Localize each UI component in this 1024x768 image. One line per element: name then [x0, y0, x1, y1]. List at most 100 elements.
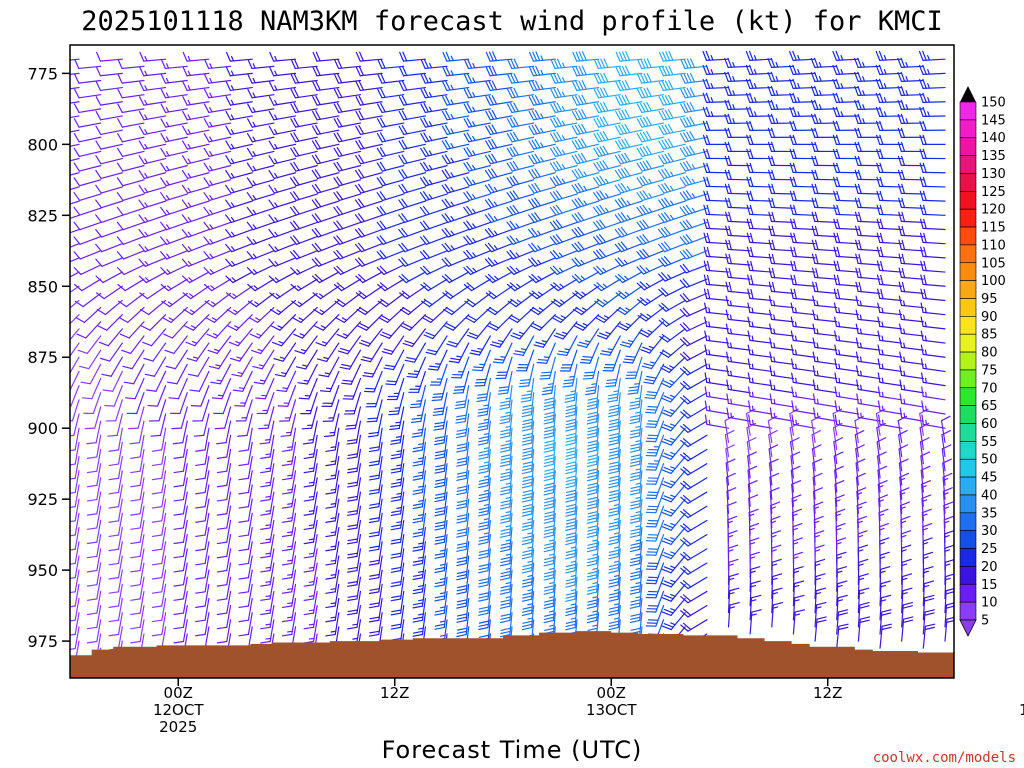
- wind-barb: [593, 248, 621, 260]
- source-credit[interactable]: coolwx.com/models: [873, 750, 1016, 766]
- wind-barb: [70, 129, 80, 133]
- wind-barb: [151, 441, 167, 467]
- wind-barb: [836, 551, 847, 578]
- wind-barb: [195, 612, 210, 637]
- wind-barb: [434, 534, 448, 559]
- wind-barb: [725, 323, 751, 337]
- wind-barb: [290, 176, 318, 187]
- wind-barb: [919, 437, 930, 465]
- wind-barb: [138, 228, 167, 238]
- wind-barb: [300, 392, 318, 415]
- wind-barb: [173, 448, 188, 474]
- wind-barb: [289, 235, 318, 245]
- wind-barb: [565, 605, 578, 631]
- wind-barb: [216, 519, 232, 545]
- wind-barb: [636, 234, 665, 245]
- wind-barb: [246, 250, 275, 260]
- wind-barb: [791, 386, 816, 401]
- wind-barb: [333, 132, 362, 143]
- colorbar-swatch: [959, 191, 977, 210]
- wind-barb: [746, 190, 773, 202]
- wind-barb: [499, 583, 513, 609]
- wind-barb: [636, 190, 665, 202]
- wind-barb: [207, 335, 232, 355]
- wind-barb: [645, 406, 665, 428]
- wind-barb: [203, 278, 232, 292]
- wind-barb: [377, 278, 405, 292]
- wind-barb: [376, 161, 405, 172]
- wind-barb: [425, 335, 448, 356]
- wind-barb: [811, 169, 838, 181]
- wind-barb: [543, 455, 556, 482]
- wind-barb: [441, 227, 470, 238]
- wind-barb: [193, 413, 210, 437]
- wind-barb: [398, 124, 427, 136]
- wind-barb: [333, 278, 362, 292]
- wind-barb: [940, 415, 951, 443]
- wind-barb: [216, 420, 232, 445]
- wind-barb: [268, 214, 297, 223]
- wind-barb: [383, 349, 405, 371]
- wind-barb: [355, 66, 383, 77]
- wind-barb: [725, 458, 736, 486]
- wind-barb: [543, 484, 556, 510]
- colorbar-label: 50: [981, 453, 998, 468]
- wind-barb: [98, 328, 123, 347]
- wind-barb: [768, 169, 795, 181]
- wind-barb: [898, 309, 924, 323]
- wind-barb: [420, 73, 448, 84]
- wind-barb: [789, 218, 816, 231]
- wind-barb: [898, 444, 909, 472]
- wind-barb: [138, 199, 167, 209]
- wind-barb: [791, 480, 802, 507]
- colorbar-swatch: [959, 155, 977, 174]
- wind-barb: [70, 72, 80, 75]
- wind-barb: [530, 314, 556, 331]
- wind-barb: [748, 523, 760, 550]
- wind-barb: [345, 406, 362, 430]
- wind-barb: [86, 590, 102, 616]
- wind-barb: [854, 113, 881, 124]
- wind-barb: [680, 58, 708, 70]
- wind-barb: [543, 427, 556, 453]
- wind-barb: [645, 548, 665, 571]
- wind-barb: [645, 392, 665, 414]
- wind-barb: [108, 597, 123, 623]
- wind-barb: [246, 132, 275, 143]
- wind-barb: [195, 526, 210, 552]
- wind-barb: [586, 484, 600, 510]
- wind-barb: [629, 569, 643, 595]
- wind-barb: [922, 523, 933, 550]
- wind-barb: [246, 192, 275, 202]
- wind-barb: [441, 198, 470, 209]
- wind-barb: [441, 213, 470, 223]
- wind-barb: [586, 583, 600, 610]
- wind-barb: [269, 299, 297, 316]
- x-tick-label: 00Z: [164, 684, 193, 702]
- wind-barb: [390, 491, 405, 517]
- wind-barb: [173, 463, 188, 488]
- wind-barb: [767, 127, 795, 138]
- wind-barb: [835, 523, 846, 550]
- wind-barb: [834, 465, 844, 493]
- wind-barb: [463, 88, 491, 99]
- wind-barb: [463, 205, 491, 216]
- wind-barb: [70, 413, 80, 437]
- wind-barb: [455, 413, 470, 439]
- wind-barb: [565, 392, 578, 418]
- wind-barb: [549, 175, 578, 187]
- wind-barb: [572, 285, 600, 300]
- wind-barb: [495, 356, 513, 380]
- wind-barb: [899, 472, 910, 500]
- wind-barb: [195, 484, 210, 509]
- wind-barb: [636, 219, 665, 231]
- x-tick-label: 12OCT: [153, 701, 204, 719]
- colorbar-swatch: [959, 387, 977, 406]
- wind-barb: [680, 101, 708, 114]
- wind-barb: [746, 218, 773, 231]
- wind-barb: [897, 113, 924, 124]
- wind-barb: [70, 597, 80, 622]
- wind-barb: [897, 85, 924, 96]
- wind-barb: [543, 470, 556, 496]
- wind-barb: [281, 569, 297, 594]
